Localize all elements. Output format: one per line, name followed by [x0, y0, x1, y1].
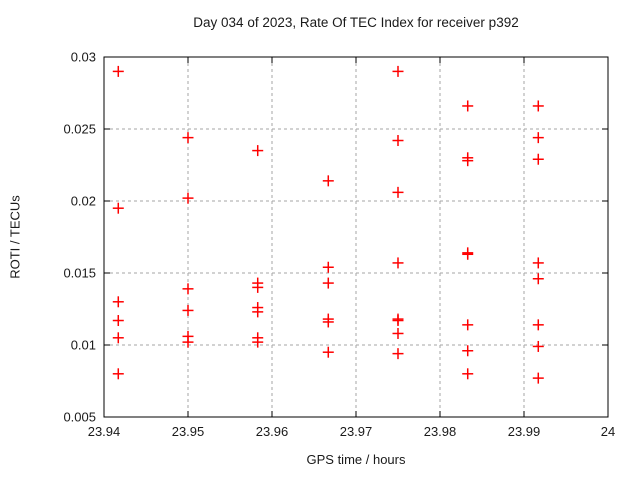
y-tick-label: 0.03 [71, 50, 96, 65]
x-tick-label: 23.94 [88, 424, 121, 439]
x-tick-label: 23.97 [340, 424, 373, 439]
y-tick-label: 0.02 [71, 194, 96, 209]
x-tick-label: 23.98 [424, 424, 457, 439]
y-tick-label: 0.01 [71, 338, 96, 353]
x-tick-label: 23.96 [256, 424, 289, 439]
x-tick-label: 23.95 [172, 424, 205, 439]
y-tick-label: 0.015 [63, 266, 96, 281]
x-tick-label: 23.99 [508, 424, 541, 439]
y-tick-label: 0.005 [63, 410, 96, 425]
x-tick-label: 24 [601, 424, 615, 439]
x-axis-label: GPS time / hours [306, 452, 406, 467]
chart-title: Day 034 of 2023, Rate Of TEC Index for r… [193, 15, 519, 30]
y-tick-label: 0.025 [63, 122, 96, 137]
